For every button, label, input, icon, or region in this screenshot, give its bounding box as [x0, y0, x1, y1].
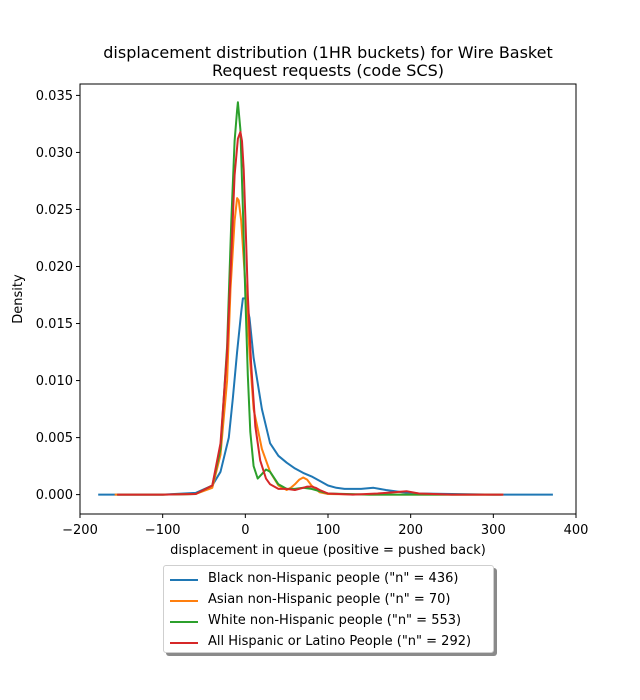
chart-title-line1: displacement distribution (1HR buckets) … [103, 43, 553, 62]
y-tick-label: 0.010 [36, 374, 73, 389]
y-tick-label: 0.030 [36, 146, 73, 161]
legend-label-asian: Asian non-Hispanic people ("n" = 70) [208, 592, 451, 607]
y-axis-label: Density [11, 274, 26, 324]
legend-entry: Black non-Hispanic people ("n" = 436) [164, 569, 493, 589]
x-tick-label: 400 [564, 523, 589, 538]
chart-legend: Black non-Hispanic people ("n" = 436) As… [163, 565, 494, 653]
legend-entry: White non-Hispanic people ("n" = 553) [164, 611, 493, 631]
series-line-2 [117, 101, 502, 496]
x-tick-label: −100 [145, 523, 181, 538]
legend-swatch-asian [170, 600, 198, 602]
y-tick-label: 0.035 [36, 89, 73, 104]
y-tick-label: 0.020 [36, 260, 73, 275]
legend-label-hispanic: All Hispanic or Latino People ("n" = 292… [208, 634, 472, 649]
x-axis-ticks: −200 −100 0 100 200 300 400 [62, 514, 588, 538]
x-tick-label: 100 [316, 523, 341, 538]
y-tick-label: 0.015 [36, 317, 73, 332]
y-axis-ticks: 0.000 0.005 0.010 0.015 0.020 0.025 0.030 0.035 [36, 89, 80, 503]
legend-entry: All Hispanic or Latino People ("n" = 292… [164, 632, 493, 652]
series-line-0 [98, 297, 553, 496]
y-tick-label: 0.005 [36, 431, 73, 446]
x-tick-label: 300 [481, 523, 506, 538]
x-tick-label: 200 [398, 523, 423, 538]
legend-label-black: Black non-Hispanic people ("n" = 436) [208, 571, 459, 586]
series-line-3 [117, 130, 504, 496]
y-tick-label: 0.000 [36, 488, 73, 503]
plot-area [98, 101, 553, 496]
chart-title-line2: Request requests (code SCS) [212, 61, 444, 80]
legend-swatch-hispanic [170, 642, 198, 644]
x-tick-label: −200 [62, 523, 98, 538]
axes-frame [79, 83, 577, 515]
legend-label-white: White non-Hispanic people ("n" = 553) [208, 613, 462, 628]
y-tick-label: 0.025 [36, 203, 73, 218]
x-tick-label: 0 [241, 523, 249, 538]
legend-entry: Asian non-Hispanic people ("n" = 70) [164, 590, 493, 610]
legend-swatch-white [170, 621, 198, 623]
series-line-1 [114, 197, 504, 496]
legend-swatch-black [170, 579, 198, 581]
x-axis-label: displacement in queue (positive = pushed… [170, 543, 486, 558]
